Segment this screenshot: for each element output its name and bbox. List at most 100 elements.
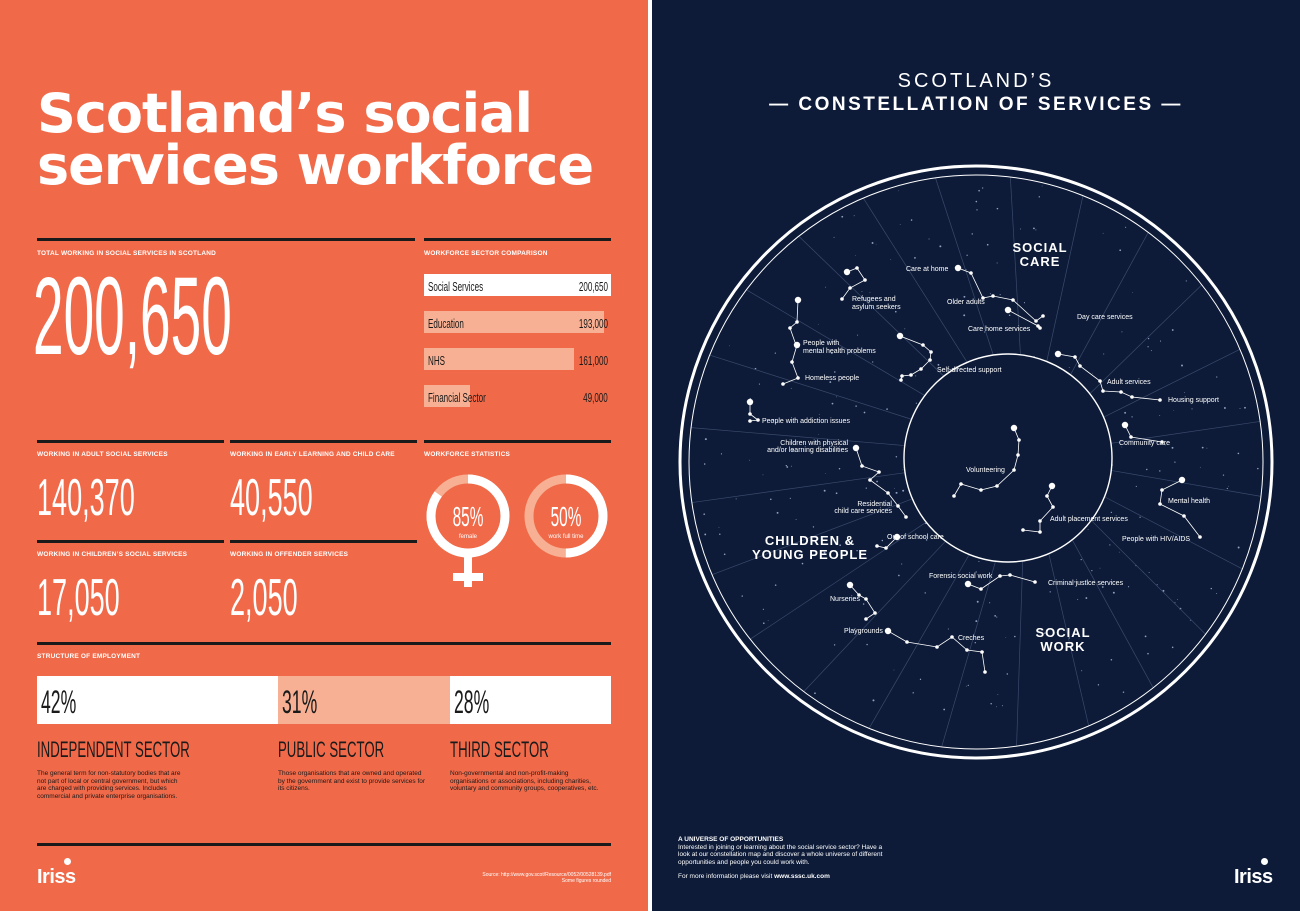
constellation-line xyxy=(749,402,760,422)
female-symbol-stem xyxy=(464,557,472,587)
background-star xyxy=(774,352,776,354)
background-star xyxy=(1085,597,1088,599)
constellation-star xyxy=(1045,494,1049,498)
constellation-star xyxy=(921,343,925,347)
background-star xyxy=(834,371,836,373)
background-star xyxy=(789,497,791,499)
background-star xyxy=(762,608,765,610)
constellation-star xyxy=(899,378,903,382)
background-star xyxy=(986,243,989,246)
background-star xyxy=(966,254,968,256)
female-symbol-bar xyxy=(453,573,483,581)
background-star xyxy=(1239,407,1241,409)
background-star xyxy=(1184,392,1186,393)
map-ray xyxy=(1089,284,1203,395)
background-star xyxy=(894,310,897,313)
constellation-star xyxy=(1121,421,1129,429)
footer-link[interactable]: www.sssc.uk.com xyxy=(774,873,830,881)
background-star xyxy=(776,511,779,514)
background-star xyxy=(915,375,917,377)
adult-value: 140,370 xyxy=(37,469,135,527)
background-star xyxy=(1173,410,1175,411)
background-star xyxy=(1147,652,1149,655)
background-star xyxy=(872,361,874,363)
constellation-star xyxy=(929,350,933,354)
female-donut-arc xyxy=(426,474,510,558)
constellation-star xyxy=(1011,298,1015,302)
background-star xyxy=(857,334,859,336)
background-star xyxy=(1147,346,1149,348)
public-desc: Those organisations that are owned and o… xyxy=(278,770,426,792)
background-star xyxy=(899,224,901,225)
constellation-star xyxy=(884,627,892,635)
background-star xyxy=(1180,499,1182,501)
constellation-star xyxy=(790,360,794,364)
background-star xyxy=(1223,407,1226,409)
constellation-star xyxy=(904,515,908,519)
background-star xyxy=(982,187,984,189)
divider xyxy=(37,440,224,443)
background-star xyxy=(1110,511,1112,514)
iriss-logo: Iriss xyxy=(37,866,76,888)
public-pct: 31% xyxy=(282,684,318,720)
constellation-star xyxy=(1033,580,1037,584)
background-star xyxy=(994,615,996,617)
background-star xyxy=(875,243,877,245)
background-star xyxy=(1159,340,1162,342)
background-star xyxy=(1109,544,1111,546)
background-star xyxy=(1206,447,1208,449)
footer-more-prefix: For more information please visit xyxy=(678,873,775,881)
background-star xyxy=(919,678,922,681)
constellation-star xyxy=(980,650,984,654)
background-star xyxy=(924,592,926,594)
background-star xyxy=(871,242,874,244)
background-star xyxy=(1023,302,1026,304)
background-star xyxy=(869,292,871,294)
map-ray xyxy=(691,427,905,446)
background-star xyxy=(881,539,884,542)
constellation-star xyxy=(1160,440,1164,444)
comparison-bar: Social Services 200,650 xyxy=(424,274,611,296)
service-creches: Creches xyxy=(958,635,985,642)
background-star xyxy=(801,562,804,565)
background-star xyxy=(1074,581,1076,583)
background-star xyxy=(1191,408,1193,410)
background-star xyxy=(723,553,726,556)
constellation-star xyxy=(1054,350,1062,358)
service-day-care: Day care services xyxy=(1077,314,1133,321)
background-star xyxy=(1086,579,1088,582)
constellation-star xyxy=(1041,314,1045,318)
background-star xyxy=(861,291,863,293)
background-star xyxy=(1228,485,1229,487)
map-ray xyxy=(1090,520,1206,635)
offender-label: WORKING IN OFFENDER SERVICES xyxy=(230,551,349,558)
background-star xyxy=(772,418,775,421)
public-title: PUBLIC SECTOR xyxy=(278,737,385,762)
constellation-star xyxy=(748,419,752,423)
constellation-star xyxy=(928,358,932,362)
background-star xyxy=(890,259,892,260)
divider xyxy=(230,440,417,443)
background-star xyxy=(886,408,888,410)
outer-ring-inner xyxy=(688,174,1264,750)
map-ray xyxy=(711,498,913,576)
background-star xyxy=(817,323,819,325)
divider xyxy=(37,843,611,846)
background-star xyxy=(978,189,980,192)
constellation-star xyxy=(1158,398,1162,402)
constellation-star xyxy=(1073,355,1077,359)
background-star xyxy=(1210,587,1213,590)
independent-title: INDEPENDENT SECTOR xyxy=(37,737,190,762)
background-star xyxy=(704,438,707,441)
background-star xyxy=(741,595,743,597)
constellation-line xyxy=(782,344,799,385)
third-title: THIRD SECTOR xyxy=(450,737,549,762)
background-star xyxy=(823,489,826,492)
constellation-star xyxy=(969,271,973,275)
background-star xyxy=(1020,228,1022,230)
service-mental-health-problems-2: mental health problems xyxy=(803,348,876,355)
background-star xyxy=(1125,226,1127,228)
background-star xyxy=(1121,446,1123,448)
background-star xyxy=(1185,280,1187,282)
background-star xyxy=(928,238,930,240)
